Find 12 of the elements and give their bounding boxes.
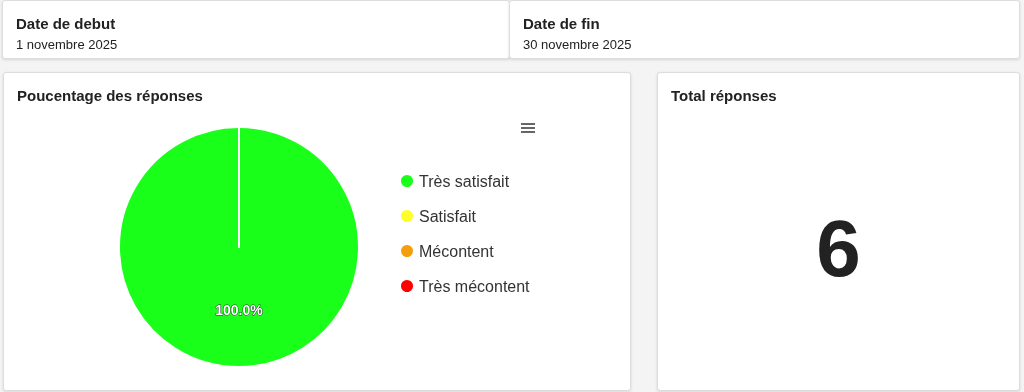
chart-title: Poucentage des réponses	[17, 87, 203, 104]
text: 6	[815, 203, 862, 295]
text: Date de fin	[523, 15, 600, 32]
legend-label: Très mécontent	[419, 277, 531, 295]
legend-label: Satisfait	[419, 207, 477, 225]
legend-label: Mécontent	[419, 242, 495, 260]
text: 30 novembre 2025	[523, 37, 632, 52]
text: 1 novembre 2025	[16, 37, 118, 52]
legend-label: Très satisfait	[419, 172, 510, 190]
data-label: 100.0%	[215, 302, 264, 318]
text: Date de debut	[16, 15, 116, 32]
text: Total réponses	[671, 87, 777, 104]
